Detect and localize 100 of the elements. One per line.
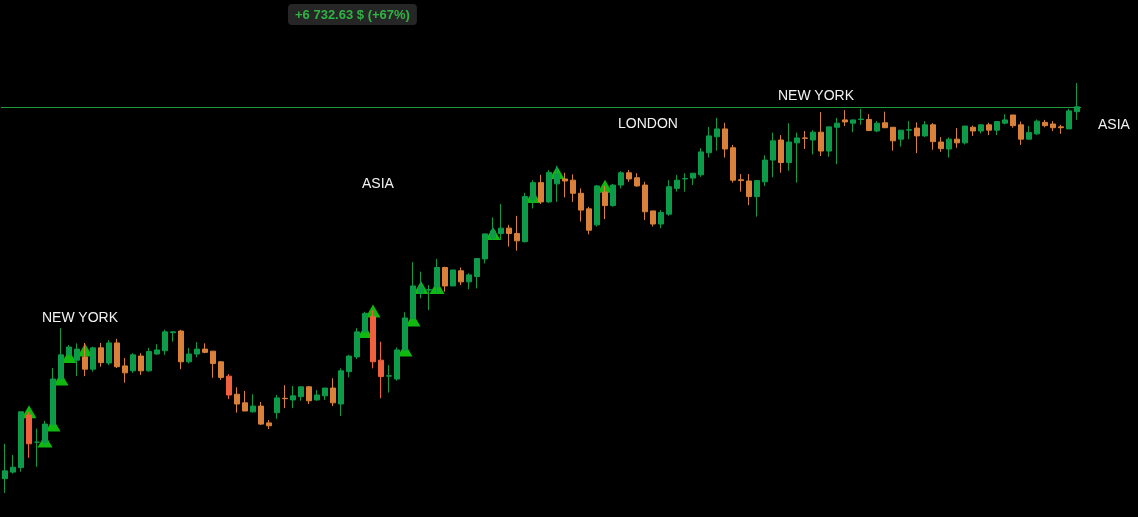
text: ASIA [1098, 116, 1131, 132]
candlestick [634, 172, 640, 188]
candlestick [850, 119, 856, 133]
candlestick [530, 179, 536, 209]
candlestick [98, 342, 104, 368]
candlestick [138, 352, 144, 376]
candlestick [314, 389, 320, 402]
candlestick [514, 215, 520, 252]
candlestick [802, 130, 808, 150]
candlestick [458, 267, 464, 286]
candlestick [362, 311, 368, 333]
candlestick [90, 346, 96, 373]
candlestick [402, 311, 408, 352]
candlestick [834, 117, 840, 165]
candlestick [962, 125, 968, 145]
candlestick [682, 172, 688, 193]
annotation: NEW YORK [778, 87, 855, 103]
candlestick [146, 347, 152, 373]
candlestick [594, 184, 600, 227]
candlestick [658, 209, 664, 229]
candlestick [946, 137, 952, 159]
candlestick [722, 122, 728, 159]
candlestick [666, 179, 672, 217]
candlestick [210, 350, 216, 379]
candlestick [426, 284, 432, 311]
candlestick [618, 170, 624, 189]
candlestick [698, 147, 704, 178]
candlestick [554, 165, 560, 203]
candlestick [1050, 120, 1056, 132]
candlestick [154, 343, 160, 356]
candlestick [266, 419, 272, 430]
candlestick [482, 233, 488, 264]
candlestick [170, 330, 176, 343]
candlestick [186, 347, 192, 364]
candlestick [1010, 114, 1016, 129]
candlestick [130, 352, 136, 374]
candlestick [122, 357, 128, 384]
candlestick [786, 122, 792, 172]
candlestick [410, 261, 416, 319]
candlestick [18, 411, 24, 473]
candlestick [1058, 124, 1064, 135]
candlestick [42, 420, 48, 446]
candlestick [898, 129, 904, 148]
candlestick [218, 360, 224, 381]
candlestick [714, 117, 720, 152]
candlestick [194, 341, 200, 358]
candlestick [58, 327, 64, 381]
candlestick [202, 342, 208, 354]
candlestick [82, 342, 88, 377]
candlestick [226, 373, 232, 400]
candlestick [2, 443, 8, 494]
candlestick [794, 132, 800, 184]
candlestick [242, 390, 248, 412]
candlestick [938, 136, 944, 153]
candlestick [770, 132, 776, 178]
candlestick [546, 169, 552, 204]
annotation: NEW YORK [42, 309, 119, 325]
candlestick [234, 386, 240, 414]
candlestick [450, 269, 456, 287]
candlestick [730, 144, 736, 184]
candlestick [466, 272, 472, 290]
candlestick [866, 113, 872, 132]
candlestick [626, 169, 632, 183]
candlestick [578, 187, 584, 223]
candlestick [250, 393, 256, 414]
candlestick [474, 257, 480, 289]
candlestick [386, 364, 392, 394]
candlestick [1026, 125, 1032, 141]
candlestick [674, 174, 680, 193]
candlestick [498, 203, 504, 241]
candlestick [346, 354, 352, 378]
candlestick [418, 271, 424, 299]
candlestick [706, 126, 712, 159]
candlestick [762, 154, 768, 187]
candlestick [10, 454, 16, 475]
candlestick [282, 384, 288, 409]
candlestick [1002, 113, 1008, 125]
candlestick [842, 109, 848, 127]
candlestick [1018, 121, 1024, 146]
candlestick [1034, 118, 1040, 136]
candlestick [162, 329, 168, 356]
candlestick [746, 173, 752, 206]
candlestick [114, 338, 120, 369]
candlestick [826, 126, 832, 158]
candlestick [50, 367, 56, 427]
candlestick [818, 111, 824, 157]
candlestick [874, 120, 880, 133]
candlestick [178, 329, 184, 370]
candlestick [882, 111, 888, 129]
candlestick [306, 385, 312, 405]
candlestick [370, 309, 376, 369]
candlestick [106, 339, 112, 366]
candlestick [858, 108, 864, 126]
candlestick [810, 129, 816, 155]
candlestick [442, 266, 448, 293]
candlestick [978, 123, 984, 134]
candlestick [922, 120, 928, 138]
candlestick [506, 224, 512, 248]
candlestick [602, 185, 608, 220]
candlestick [522, 192, 528, 243]
